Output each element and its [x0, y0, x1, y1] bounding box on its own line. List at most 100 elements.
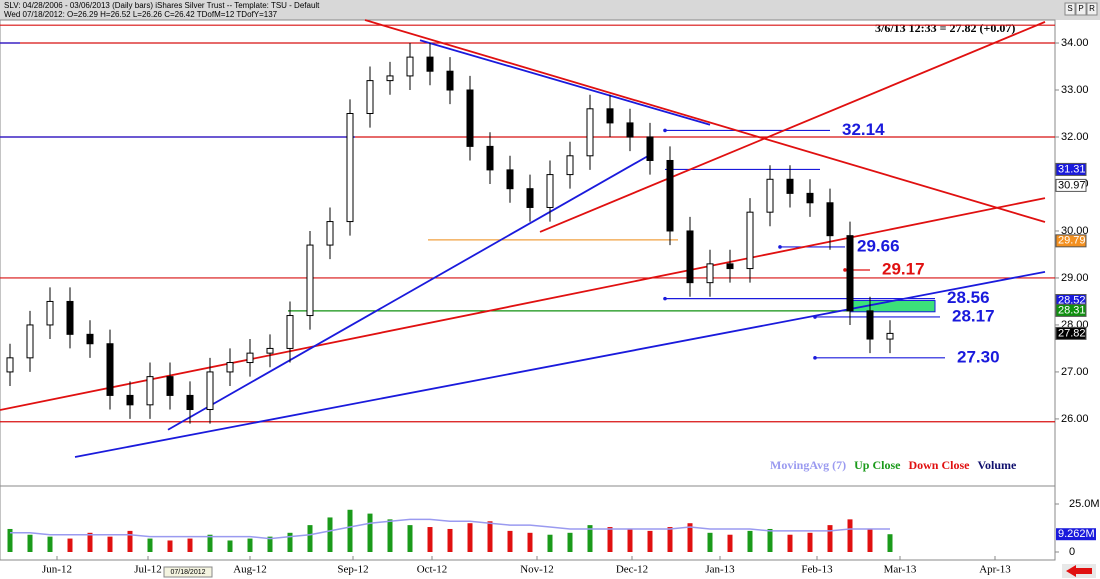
candle-body — [686, 230, 694, 284]
volume-tick-label: 0 — [1069, 546, 1075, 558]
legend-entry: Down Close — [908, 458, 970, 472]
price-tag-label: 31.31 — [1058, 163, 1086, 175]
candle-body — [166, 376, 174, 396]
candle-body — [746, 211, 754, 270]
level-label: 27.30 — [957, 347, 1000, 366]
volume-bar — [627, 528, 633, 552]
candle-body — [386, 75, 394, 82]
volume-bar — [187, 538, 193, 552]
candle-body — [886, 332, 894, 340]
volume-bar — [587, 525, 593, 552]
volume-bar — [67, 538, 73, 552]
candle-body — [126, 394, 134, 406]
x-tick-label: Aug-12 — [233, 564, 267, 576]
volume-bar — [547, 534, 553, 552]
y-tick-label: 32.00 — [1061, 131, 1089, 143]
header-button[interactable] — [1086, 2, 1098, 16]
header-title: SLV: 04/28/2006 - 03/06/2013 (Daily bars… — [4, 1, 320, 10]
candle-body — [226, 362, 234, 373]
volume-bar — [767, 528, 773, 552]
y-tick-label: 27.00 — [1061, 366, 1089, 378]
candle-body — [706, 263, 714, 284]
candle-body — [186, 394, 194, 411]
x-tick-label: Apr-13 — [979, 564, 1011, 576]
candle-body — [586, 108, 594, 157]
candle-body — [866, 310, 874, 340]
header-button-label: S — [1067, 4, 1072, 13]
trendline — [364, 19, 1046, 223]
candle-body — [606, 108, 614, 124]
level-label: 28.17 — [952, 306, 995, 325]
y-tick-label: 29.00 — [1061, 272, 1089, 284]
volume-bar — [307, 525, 313, 552]
volume-bar — [287, 532, 293, 552]
volume-tick-label: 25.0M — [1069, 498, 1100, 510]
candle-body — [306, 244, 314, 317]
price-tag-label: 28.52 — [1058, 294, 1086, 306]
candle-body — [146, 376, 154, 406]
volume-bar — [7, 528, 13, 552]
trendline — [167, 154, 651, 431]
x-tick-label: Nov-12 — [520, 564, 554, 576]
volume-bar — [167, 540, 173, 552]
legend-entry: Volume — [977, 458, 1017, 472]
header-button-label: P — [1078, 4, 1083, 13]
y-tick-label: 33.00 — [1061, 84, 1089, 96]
candle-body — [626, 122, 634, 138]
volume-tag — [1056, 528, 1096, 541]
volume-bar — [207, 534, 213, 552]
level-dot — [663, 128, 667, 133]
candle-body — [766, 178, 774, 213]
date-marker-box — [163, 566, 213, 578]
candle-body — [546, 174, 554, 208]
volume-bar — [667, 527, 673, 552]
level-label: 29.66 — [857, 236, 900, 255]
legend-entry: Up Close — [854, 458, 901, 472]
volume-bar — [707, 532, 713, 552]
x-tick-label: Jun-12 — [42, 564, 72, 576]
volume-bar — [867, 528, 873, 552]
level-dot — [778, 245, 782, 249]
header-button[interactable] — [1064, 2, 1076, 16]
candle-body — [286, 315, 294, 349]
candle-body — [726, 263, 734, 270]
y-tick-label: 26.00 — [1061, 413, 1089, 425]
date-marker: 07/18/2012 — [170, 569, 205, 576]
y-tick-label: 30.00 — [1061, 225, 1089, 237]
candle-body — [66, 300, 74, 335]
volume-bar — [27, 534, 33, 552]
candle-body — [426, 56, 434, 72]
candle-body — [446, 70, 454, 91]
volume-bar — [247, 538, 253, 552]
volume-bar — [687, 523, 693, 552]
volume-tag-label: 9.262M — [1058, 528, 1095, 540]
volume-bar — [527, 532, 533, 552]
candle-body — [26, 324, 34, 359]
plot-area — [0, 19, 1056, 561]
candle-body — [846, 235, 854, 312]
level-dot — [843, 268, 847, 272]
y-tick-label: 34.00 — [1061, 37, 1089, 49]
candle-body — [6, 357, 14, 373]
volume-bar — [567, 532, 573, 552]
candle-body — [526, 188, 534, 208]
candle-body — [326, 221, 334, 246]
volume-bar — [487, 521, 493, 552]
scroll-arrow[interactable] — [1066, 565, 1092, 577]
x-tick-label: Feb-13 — [801, 564, 833, 576]
volume-bar — [107, 536, 113, 552]
price-tag-label: 30.97 — [1058, 179, 1086, 191]
volume-bar — [727, 534, 733, 552]
volume-bar — [427, 527, 433, 552]
candle-body — [506, 169, 514, 190]
candle-body — [466, 89, 474, 147]
candle-body — [666, 159, 674, 232]
candle-body — [406, 56, 414, 77]
header-bar — [0, 0, 1100, 20]
header-button[interactable] — [1075, 2, 1087, 16]
volume-bar — [647, 530, 653, 552]
candle-body — [106, 343, 114, 396]
price-tag — [1055, 326, 1087, 340]
volume-bar — [387, 519, 393, 552]
volume-bar — [47, 536, 53, 552]
